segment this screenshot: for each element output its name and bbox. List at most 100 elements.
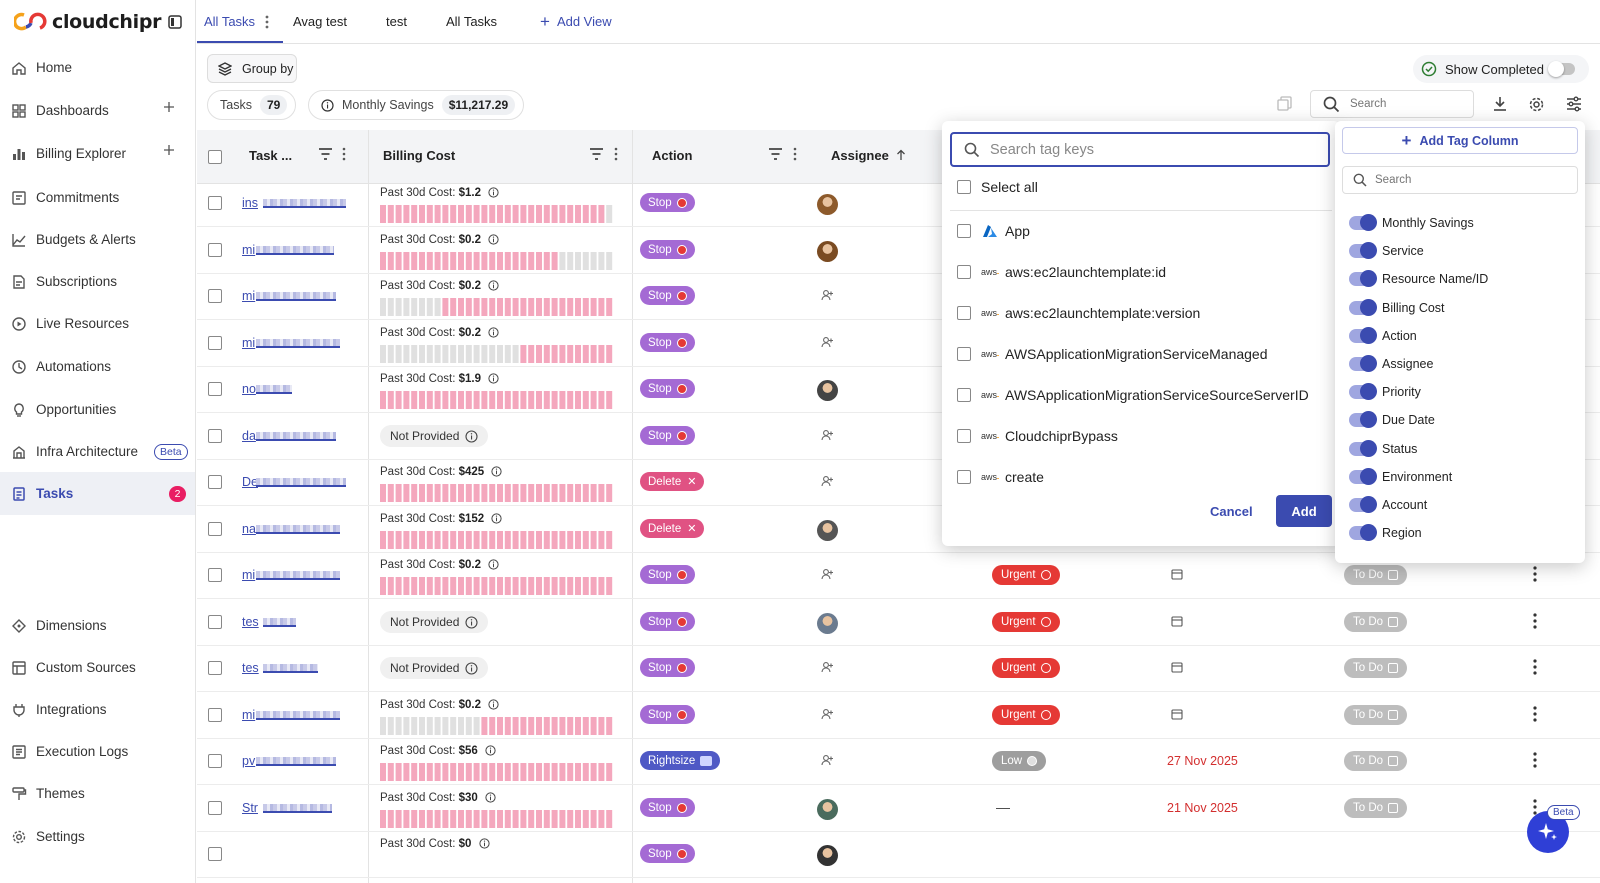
sidebar-item-subscriptions[interactable]: Subscriptions (0, 260, 195, 303)
row-menu-icon[interactable] (1533, 799, 1537, 815)
task-name-link[interactable]: mi (242, 336, 256, 350)
select-all-rows-checkbox[interactable] (208, 150, 222, 164)
column-visibility-toggle[interactable] (1349, 214, 1377, 231)
row-checkbox[interactable] (208, 522, 222, 536)
avatar[interactable] (817, 520, 838, 541)
sort-ascending-icon[interactable] (896, 149, 906, 161)
action-chip[interactable]: Stop (640, 426, 695, 445)
avatar[interactable] (817, 845, 838, 866)
column-visibility-toggle[interactable] (1349, 383, 1377, 401)
download-icon[interactable] (1492, 96, 1508, 112)
task-name-link[interactable]: tes (242, 615, 259, 629)
table-row[interactable]: pv Past 30d Cost: $56 Rightsize Low 27 Nov … (197, 738, 1600, 785)
row-menu-icon[interactable] (1533, 706, 1537, 722)
action-chip[interactable]: Stop (640, 286, 695, 305)
sidebar-item-themes[interactable]: Themes (0, 772, 195, 815)
table-row[interactable]: tes Not Provided Stop Urgent To Do (197, 599, 1600, 646)
column-visibility-toggle[interactable] (1349, 439, 1377, 457)
avatar[interactable] (817, 241, 838, 262)
row-menu-icon[interactable] (1533, 566, 1537, 582)
row-checkbox[interactable] (208, 754, 222, 768)
calendar-icon[interactable] (1171, 615, 1183, 627)
table-row[interactable]: mi Past 30d Cost: $0.2 Stop Urgent To Do (197, 552, 1600, 599)
sidebar-item-integrations[interactable]: Integrations (0, 688, 195, 731)
status-chip[interactable]: To Do (1344, 565, 1408, 585)
column-visibility-toggle[interactable] (1349, 355, 1377, 372)
priority-chip[interactable]: Urgent (992, 612, 1060, 632)
sidebar-item-infra-architecture[interactable]: Infra Architecture Beta (0, 430, 195, 473)
add-assignee-icon[interactable] (821, 336, 834, 349)
action-chip[interactable]: Stop (640, 798, 695, 817)
row-checkbox[interactable] (208, 661, 222, 675)
tag-key-checkbox[interactable] (957, 347, 971, 361)
cancel-button[interactable]: Cancel (1210, 504, 1253, 519)
tag-key-checkbox[interactable] (957, 265, 971, 279)
column-visibility-toggle[interactable] (1349, 242, 1377, 260)
priority-empty[interactable]: — (996, 799, 1010, 815)
task-name-link[interactable]: mi (242, 568, 256, 582)
action-chip[interactable]: Delete ✕ (640, 472, 705, 491)
copy-icon[interactable] (1277, 96, 1292, 111)
tag-keys-search[interactable] (950, 132, 1330, 167)
table-row[interactable]: mi Past 30d Cost: $0.2 Stop (197, 273, 1600, 320)
tab-menu-icon[interactable] (265, 15, 269, 29)
tab-avag-test[interactable]: Avag test (293, 14, 347, 29)
table-row[interactable]: tes Not Provided Stop Urgent To Do (197, 645, 1600, 692)
column-toggle-item[interactable]: Billing Cost (1349, 298, 1445, 318)
row-checkbox[interactable] (208, 568, 222, 582)
tag-key-checkbox[interactable] (957, 470, 971, 484)
column-header-assignee[interactable]: Assignee (831, 148, 889, 163)
task-name-link[interactable]: ins (242, 196, 258, 210)
columns-settings-icon[interactable] (1566, 96, 1582, 112)
sidebar-item-automations[interactable]: Automations (0, 345, 195, 388)
add-assignee-icon[interactable] (821, 661, 834, 674)
add-button[interactable]: Add (1276, 495, 1332, 527)
filter-icon[interactable] (318, 147, 333, 161)
priority-chip[interactable]: Urgent (992, 565, 1060, 585)
sidebar-item-live-resources[interactable]: Live Resources (0, 302, 195, 345)
select-all-option[interactable]: Select all (957, 176, 1038, 198)
row-checkbox[interactable] (208, 847, 222, 861)
action-chip[interactable]: Stop (640, 705, 695, 724)
sidebar-item-execution-logs[interactable]: Execution Logs (0, 730, 195, 773)
action-chip[interactable]: Stop (640, 612, 695, 631)
plus-icon[interactable] (163, 144, 175, 156)
column-visibility-toggle[interactable] (1349, 411, 1377, 429)
row-checkbox[interactable] (208, 289, 222, 303)
row-menu-icon[interactable] (1533, 752, 1537, 768)
column-visibility-toggle[interactable] (1349, 524, 1377, 542)
toggle-switch[interactable] (1548, 61, 1575, 77)
avatar[interactable] (817, 380, 838, 401)
column-toggle-item[interactable]: Region (1349, 523, 1422, 543)
column-header-task[interactable]: Task ... (249, 148, 293, 163)
tag-key-checkbox[interactable] (957, 306, 971, 320)
add-assignee-icon[interactable] (821, 754, 834, 767)
action-chip[interactable]: Stop (640, 379, 695, 398)
due-date[interactable]: 27 Nov 2025 (1167, 754, 1238, 768)
show-completed-toggle[interactable]: Show Completed (1413, 55, 1589, 83)
avatar[interactable] (817, 194, 838, 215)
tag-key-option[interactable]: aws CloudchiprBypass (957, 425, 1118, 447)
table-row[interactable]: De Past 30d Cost: $425 Delete ✕ (197, 459, 1600, 506)
add-assignee-icon[interactable] (821, 708, 834, 721)
status-chip[interactable]: To Do (1344, 798, 1408, 818)
action-chip[interactable]: Stop (640, 240, 695, 259)
sidebar-item-tasks[interactable]: Tasks 2 (0, 472, 195, 515)
tag-key-option[interactable]: aws create (957, 466, 1044, 488)
priority-chip[interactable]: Low (992, 751, 1047, 771)
column-visibility-toggle[interactable] (1349, 270, 1377, 288)
sidebar-item-settings[interactable]: Settings (0, 815, 195, 858)
column-menu-icon[interactable] (614, 147, 618, 161)
avatar[interactable] (817, 613, 838, 634)
action-chip[interactable]: Stop (640, 565, 695, 584)
column-toggle-item[interactable]: Due Date (1349, 410, 1435, 430)
avatar[interactable] (817, 799, 838, 820)
row-checkbox[interactable] (208, 196, 222, 210)
row-menu-icon[interactable] (1533, 659, 1537, 675)
task-name-link[interactable]: da (242, 429, 256, 443)
column-header-billing-cost[interactable]: Billing Cost (383, 148, 456, 163)
table-row[interactable]: Str Past 30d Cost: $30 Stop — 21 Nov 2025 To… (197, 785, 1600, 832)
row-checkbox[interactable] (208, 336, 222, 350)
column-toggle-item[interactable]: Action (1349, 326, 1417, 346)
column-toggle-item[interactable]: Assignee (1349, 354, 1433, 374)
